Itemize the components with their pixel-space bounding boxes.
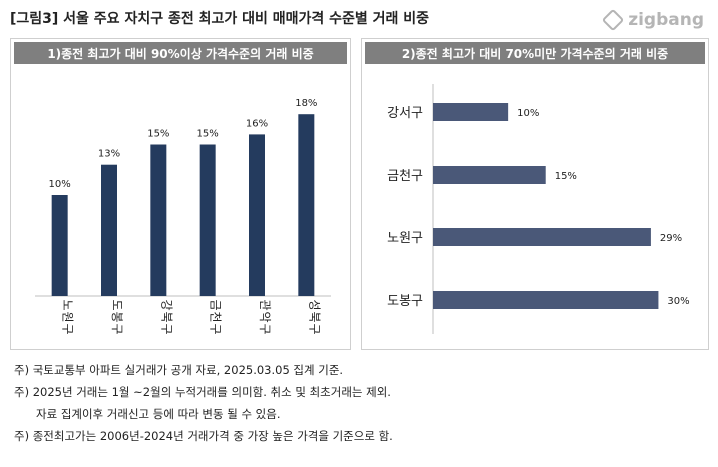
- bar-value-label: 15%: [147, 129, 169, 140]
- bar-value-label: 18%: [295, 98, 317, 109]
- category-label: 강북구: [159, 299, 173, 334]
- footnote-definition: 주) 종전최고가는 2006년-2024년 거래가격 중 가장 높은 가격을 기…: [14, 429, 393, 443]
- right-chart-title: 2)종전 최고가 대비 70%미만 가격수준의 거래 비중: [365, 42, 705, 64]
- category-label: 금천구: [209, 299, 224, 334]
- category-label: 금천구: [387, 169, 423, 184]
- hbar-2: [433, 166, 546, 184]
- bar-6: [298, 114, 315, 296]
- bar-4: [199, 144, 216, 296]
- right-bar-chart: 강서구 10% 금천구 15% 노원구 29% 도봉구 30%: [387, 84, 690, 334]
- bar-value-label: 30%: [667, 296, 689, 307]
- category-label: 도봉구: [387, 294, 423, 309]
- bar-3: [150, 144, 167, 296]
- category-label: 노원구: [387, 231, 423, 246]
- category-label: 노원구: [61, 299, 75, 334]
- category-label: 도봉구: [110, 299, 124, 334]
- category-label: 강서구: [387, 106, 423, 121]
- bar-value-label: 29%: [660, 233, 682, 244]
- logo-text: zigbang: [628, 10, 704, 30]
- left-bar-chart: 10% 노원구 13% 도봉구 15% 강북구 15% 금천구 16% 관악구 18% 성북구: [35, 98, 331, 335]
- bar-value-label: 15%: [555, 171, 577, 182]
- bar-2: [101, 164, 117, 296]
- left-chart-title: 1)종전 최고가 대비 90%이상 가격수준의 거래 비중: [14, 42, 347, 64]
- footnotes: 주) 국토교통부 아파트 실거래가 공개 자료, 2025.03.05 집계 기…: [14, 359, 393, 447]
- right-chart-panel: 2)종전 최고가 대비 70%미만 가격수준의 거래 비중 강서구 10% 금천구 1…: [361, 38, 709, 350]
- zigbang-logo-icon: [601, 8, 625, 32]
- bar-value-label: 15%: [197, 129, 219, 140]
- bar-value-label: 16%: [246, 118, 268, 129]
- bar-value-label: 10%: [517, 108, 539, 119]
- bar-5: [249, 134, 265, 296]
- bar-1: [51, 195, 68, 296]
- category-label: 관악구: [258, 299, 272, 334]
- category-label: 성북구: [307, 299, 321, 334]
- zigbang-logo: zigbang: [601, 8, 704, 32]
- hbar-1: [433, 103, 509, 121]
- bar-value-label: 10%: [49, 179, 71, 190]
- footnote-period: 주) 2025년 거래는 1월 ~2월의 누적거래를 의미함. 취소 및 최초거…: [14, 385, 391, 399]
- figure-title: [그림3] 서울 주요 자치구 종전 최고가 대비 매매가격 수준별 거래 비중: [10, 11, 430, 27]
- left-chart-panel: 1)종전 최고가 대비 90%이상 가격수준의 거래 비중 10% 노원구 13% 도…: [10, 38, 351, 350]
- bar-value-label: 13%: [98, 149, 120, 160]
- hbar-4: [433, 291, 659, 309]
- footnote-source: 주) 국토교통부 아파트 실거래가 공개 자료, 2025.03.05 집계 기…: [14, 363, 344, 377]
- hbar-3: [433, 228, 651, 246]
- footnote-revision: 자료 집계이후 거래신고 등에 따라 변동 될 수 있음.: [36, 407, 281, 421]
